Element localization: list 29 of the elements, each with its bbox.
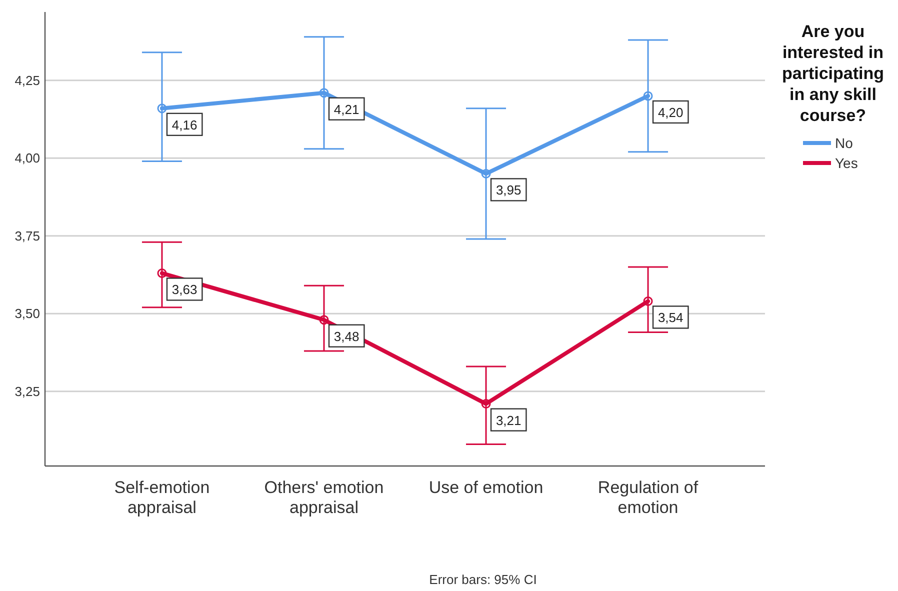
y-tick-label: 4,25 <box>14 72 40 88</box>
legend-label: Yes <box>835 154 858 171</box>
data-label: 3,21 <box>496 412 522 428</box>
y-tick-label: 3,50 <box>14 306 40 322</box>
point <box>643 91 653 101</box>
y-tick-label: 3,25 <box>14 384 40 399</box>
point <box>157 268 167 278</box>
text: Error bars: 95% CI <box>429 572 537 587</box>
data-label: 3,54 <box>658 310 684 326</box>
point <box>319 315 329 325</box>
data-label: 3,95 <box>496 182 522 198</box>
data-label: 4,20 <box>658 104 684 120</box>
point <box>481 399 491 409</box>
data-label: 3,63 <box>172 282 198 298</box>
point <box>319 88 329 98</box>
legend-title: Are you interested in participating in any skill course? <box>782 22 884 125</box>
point <box>157 104 167 114</box>
point <box>643 296 653 306</box>
y-tick-label: 4,00 <box>14 150 40 166</box>
data-label: 4,21 <box>334 102 360 117</box>
data-label: 3,48 <box>334 328 360 344</box>
x-tick-label: Self-emotion appraisal <box>114 478 210 517</box>
y-tick-label: 3,75 <box>14 228 40 244</box>
x-tick-label: Use of emotion <box>428 478 544 497</box>
data-label: 4,16 <box>172 117 198 132</box>
x-tick-label: Others' emotion appraisal <box>264 478 384 517</box>
legend-label: No <box>835 134 854 151</box>
x-tick-label: Regulation of emotion <box>598 478 698 517</box>
point <box>481 168 491 178</box>
